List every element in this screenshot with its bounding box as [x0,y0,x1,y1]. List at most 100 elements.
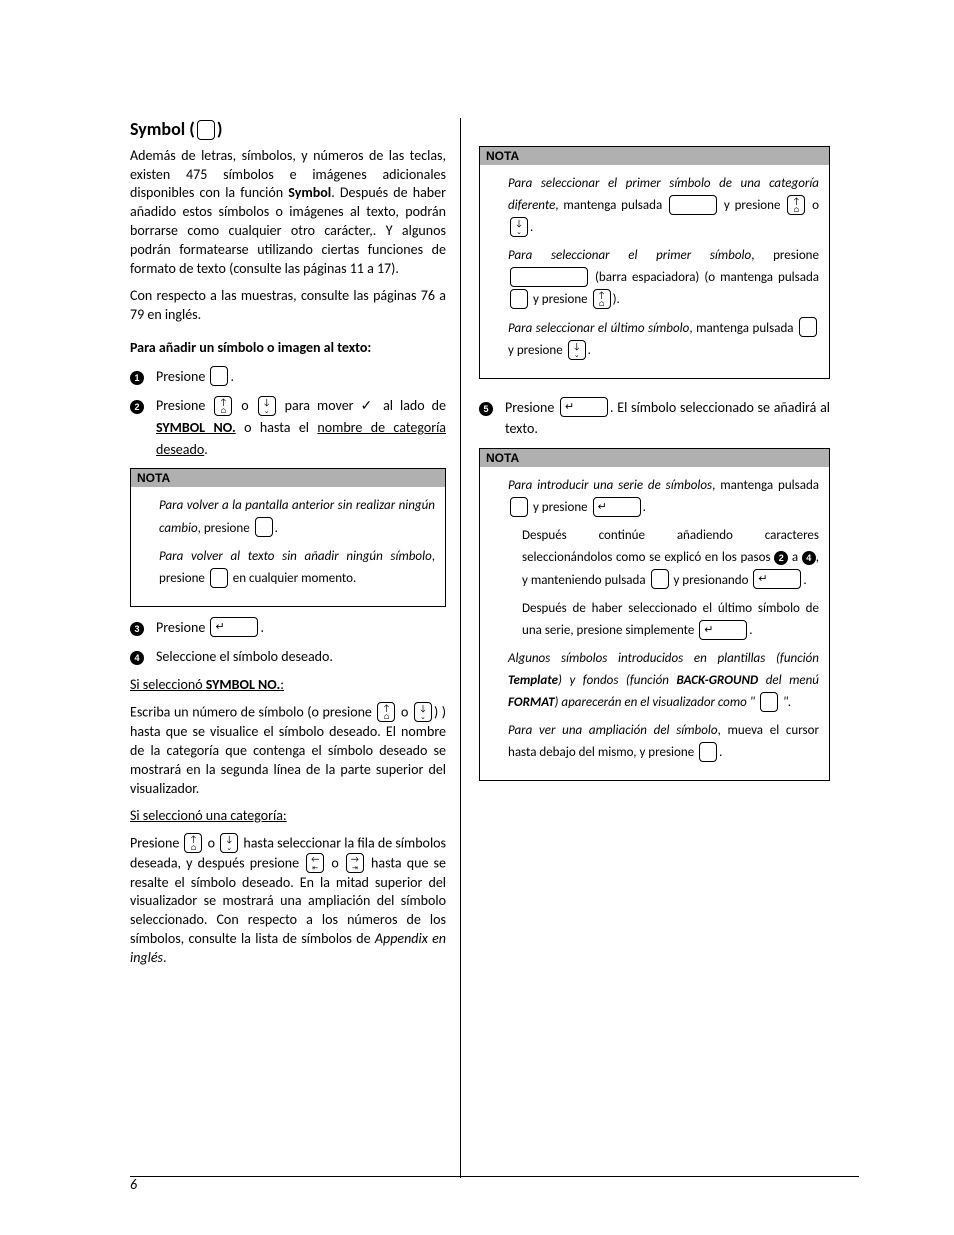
down-arrow-key-icon [258,396,276,416]
n2p3a: Para seleccionar el último símbolo [508,321,689,336]
n3p4h: ". [780,695,791,710]
up-arrow-key-icon [377,702,395,722]
note1-p1b: , presione [198,521,253,536]
n3p2d: y presionando [671,573,752,588]
step4-p2d: o [326,854,344,871]
step-3-text: Presione [156,619,208,636]
step-4-p2: Presione o hasta seleccionar la fila de … [130,834,446,968]
step-2b: o [234,397,255,414]
n3p4b: Template [508,673,558,688]
right-column: NOTA Para seleccionar el primer símbolo … [460,118,830,1178]
step-1-bullet: 1 [130,366,156,388]
n3p1c: y presione [530,500,591,515]
n3p4g: ) aparecerán en el visualizador como " [555,695,758,710]
blank-key-icon [799,317,817,337]
n3p1a: Para introducir una serie de símbolos [508,478,712,493]
page: Symbol () Además de letras, símbolos, y … [0,0,954,1235]
page-number: 6 [130,1176,137,1193]
up-arrow-key-icon [787,195,805,215]
note-2-title: NOTA [480,147,829,165]
enter-key-icon [210,617,258,637]
up-arrow-key-icon [214,396,232,416]
note-1-title: NOTA [131,469,445,487]
n2p2d: y presione [530,292,591,307]
step-4: 4 Seleccione el símbolo deseado. [130,646,446,668]
note1-p2c: en cualquier momento. [230,571,356,586]
blank-key-icon [699,742,717,762]
note1-p2a: Para volver al texto sin añadir ningún s… [159,549,432,564]
n2p1d: o [807,198,819,213]
blank-key-icon [255,517,273,537]
step4-p2b: o [204,834,218,851]
step-3-body: Presione . [156,617,446,639]
spacebar-key-icon [510,267,588,287]
step4-p1a: Escriba un número de símbolo (o presione [130,703,375,720]
n2p3b: , mantenga pulsada [689,321,797,336]
blank-key-icon [210,568,228,588]
intro-1-bold: Symbol [288,184,331,201]
n3p4a: Algunos símbolos introducidos en plantil… [508,651,819,666]
step-2-bullet: 2 [130,395,156,460]
heading-text-a: Symbol ( [130,118,195,140]
blank-key-icon [510,289,528,309]
step4-p1b: o [397,703,412,720]
enter-key-icon [753,569,801,589]
n3p2b: a [788,550,802,565]
down-arrow-key-icon [220,833,238,853]
step-5: 5 Presione . El símbolo seleccionado se … [479,397,830,440]
n3p4c: ) y fondos (función [558,673,676,688]
step-3: 3 Presione . [130,617,446,639]
step-4-bullet: 4 [130,646,156,668]
step-2-bold: SYMBOL NO. [156,419,236,436]
blank-key-icon [510,497,528,517]
step-2d: al lado de [376,397,446,414]
step-5-bullet: 5 [479,397,505,440]
step-2e: o hasta el [236,419,318,436]
step5a: Presione [505,399,558,416]
note-2-body: Para seleccionar el primer símbolo de un… [480,165,829,378]
down-arrow-key-icon [414,702,432,722]
enter-key-icon [560,397,608,417]
n3p3: Después de haber seleccionado el último … [522,601,819,638]
n2p1c: y presione [719,198,785,213]
blank-key-icon [210,366,228,386]
symbol-key-icon [197,120,215,140]
step4-h1a: Si seleccionó [130,676,206,693]
down-arrow-key-icon [510,217,528,237]
inline-bullet-4: 4 [802,551,816,565]
note-1-body: Para volver a la pantalla anterior sin r… [131,487,445,605]
step-2: 2 Presione o para mover ✓ al lado de SYM… [130,395,446,460]
step-3-bullet: 3 [130,617,156,639]
step-4-h2: Si seleccionó una categoría: [130,807,446,826]
n2p2a: Para seleccionar el primer símbolo [508,248,751,263]
step-2-body: Presione o para mover ✓ al lado de SYMBO… [156,395,446,460]
n3p5a: Para ver una ampliación del símbolo [508,723,718,738]
inline-bullet-2: 2 [774,551,788,565]
up-arrow-key-icon [593,289,611,309]
step-5-body: Presione . El símbolo seleccionado se añ… [505,397,830,440]
intro-paragraph-2: Con respecto a las muestras, consulte la… [130,287,446,325]
n3p4f: FORMAT [508,695,555,710]
two-column-layout: Symbol () Además de letras, símbolos, y … [130,118,859,1178]
left-arrow-key-icon [306,853,324,873]
n3p1b: , mantenga pulsada [712,478,819,493]
step4-h1b: SYMBOL NO. [206,676,280,693]
step-2a: Presione [156,397,212,414]
enter-key-icon [593,497,641,517]
footer-rule [130,1176,859,1177]
subheading: Para añadir un símbolo o imagen al texto… [130,339,446,356]
n2p2b: , presione [751,248,819,263]
note-box-3: NOTA Para introducir una serie de símbol… [479,448,830,781]
step-1: 1 Presione . [130,366,446,388]
note-3-title: NOTA [480,449,829,467]
enter-key-icon [699,620,747,640]
note-box-2: NOTA Para seleccionar el primer símbolo … [479,146,830,379]
step-4-body: Seleccione el símbolo deseado. [156,646,446,668]
right-arrow-key-icon [346,853,364,873]
note-3-body: Para introducir una serie de símbolos, m… [480,467,829,780]
n2p3c: y presione [508,343,566,358]
step4-p2a: Presione [130,834,182,851]
checkmark-icon: ✓ [361,397,377,413]
blank-key-icon [651,569,669,589]
step-1-text: Presione [156,368,208,385]
